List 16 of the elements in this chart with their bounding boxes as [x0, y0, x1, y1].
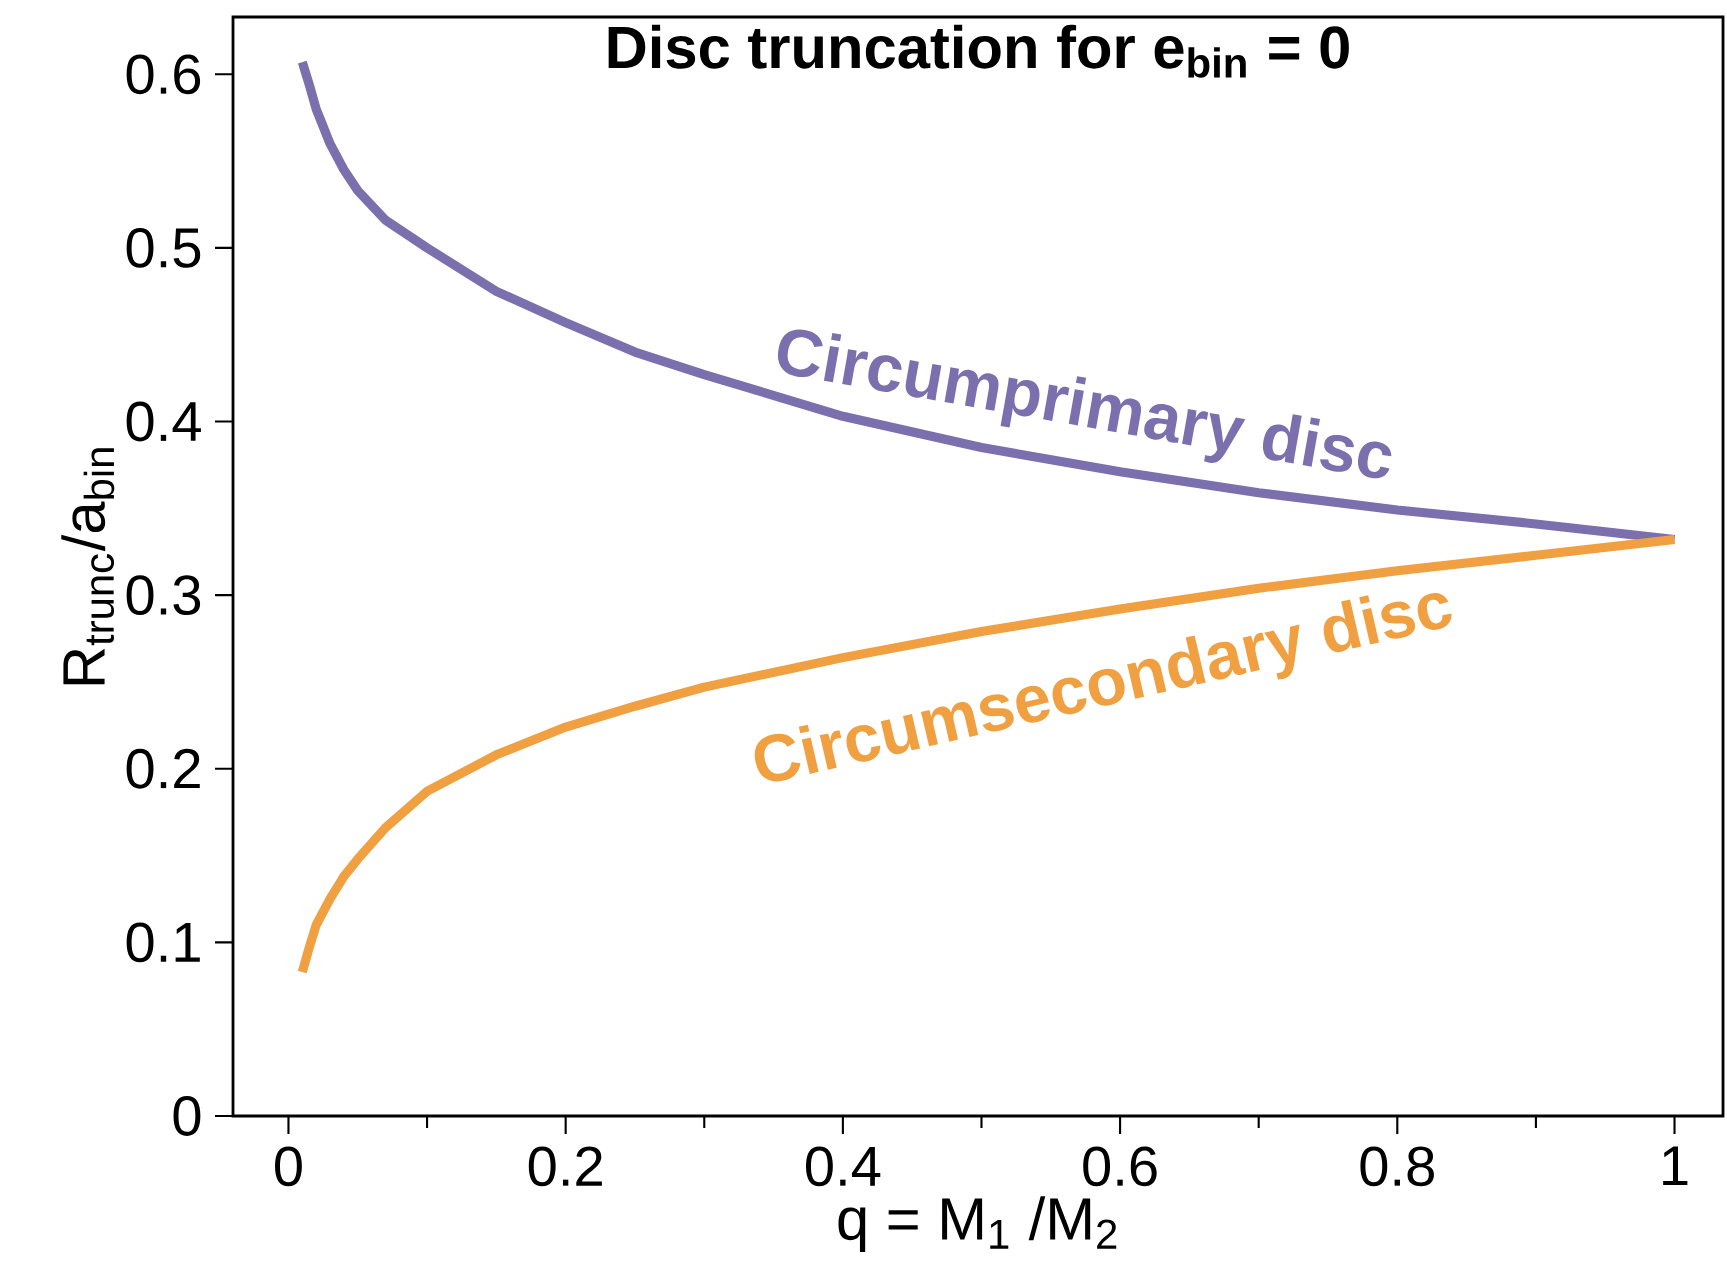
x-axis-title: q = M$_{1}$ /M$_{2}$: [838, 1196, 1117, 1252]
x-tick-label: 0.2: [528, 1146, 602, 1187]
y-tick-label: 0.6: [126, 54, 201, 95]
y-tick-label: 0.2: [126, 748, 200, 789]
y-tick-label: 0.4: [126, 401, 201, 442]
y-tick-label: 0.5: [126, 228, 201, 268]
chart-title: Disc truncation for e$_{bin}$ = 0: [608, 24, 1349, 78]
x-tick-label: 1: [1663, 1146, 1688, 1186]
y-tick-label: 0: [173, 1096, 201, 1136]
y-tick-label: 0.1: [126, 922, 200, 963]
y-axis-title: R$_{trunc}$/a$_{bin}$: [61, 448, 115, 685]
x-tick-label: 0.4: [805, 1146, 881, 1187]
x-tick-label: 0: [275, 1146, 302, 1187]
y-tick-label: 0.3: [126, 575, 201, 616]
x-tick-label: 0.8: [1360, 1146, 1434, 1187]
x-tick-label: 0.6: [1083, 1146, 1157, 1187]
